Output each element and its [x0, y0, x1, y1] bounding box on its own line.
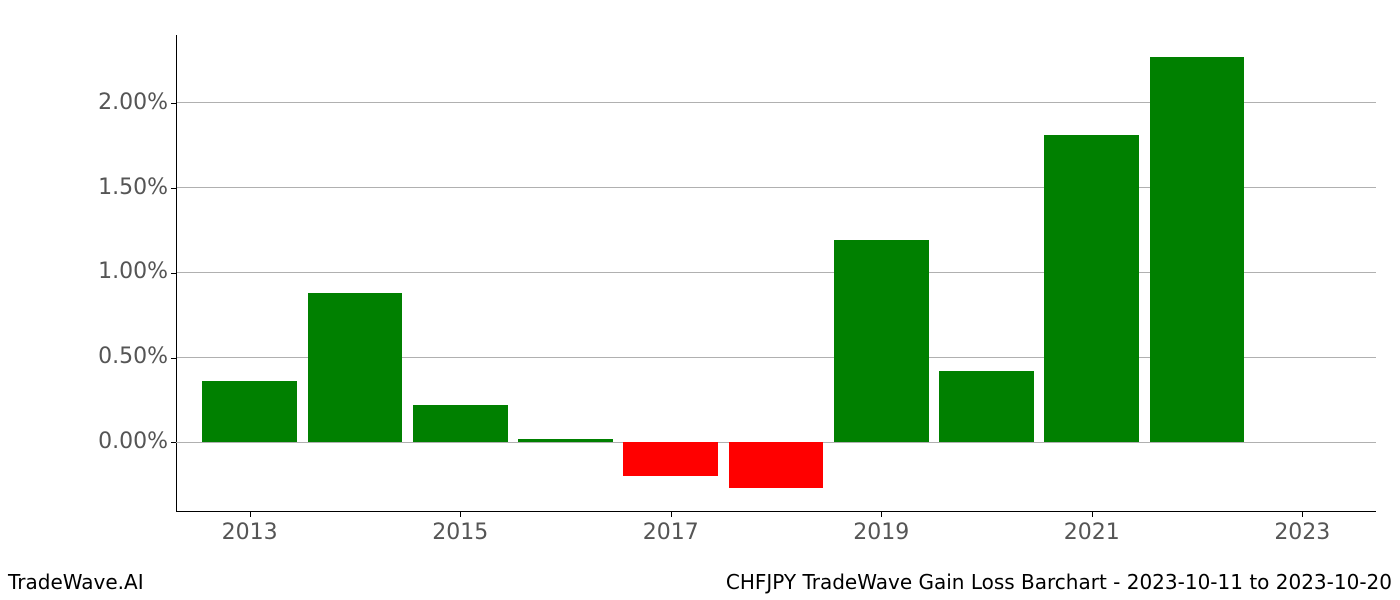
plot-area [176, 35, 1376, 512]
bar [834, 240, 929, 442]
y-tick-mark [171, 188, 176, 189]
figure: TradeWave.AI CHFJPY TradeWave Gain Loss … [0, 0, 1400, 600]
y-tick-mark [171, 358, 176, 359]
bar [1044, 135, 1139, 442]
y-tick-label: 2.00% [78, 90, 168, 115]
y-tick-label: 1.50% [78, 175, 168, 200]
y-tick-label: 0.50% [78, 344, 168, 369]
footer-left-label: TradeWave.AI [8, 570, 144, 594]
y-tick-label: 1.00% [78, 259, 168, 284]
x-axis-spine [176, 511, 1376, 512]
y-tick-label: 0.00% [78, 429, 168, 454]
x-tick-mark [1302, 512, 1303, 517]
x-tick-label: 2013 [222, 520, 278, 545]
x-tick-mark [881, 512, 882, 517]
bar [729, 442, 824, 488]
x-tick-label: 2017 [643, 520, 699, 545]
bar [939, 371, 1034, 442]
bar [518, 439, 613, 442]
x-tick-mark [250, 512, 251, 517]
x-tick-label: 2015 [432, 520, 488, 545]
x-tick-mark [1092, 512, 1093, 517]
y-axis-spine [176, 35, 177, 512]
x-tick-label: 2023 [1274, 520, 1330, 545]
x-tick-mark [671, 512, 672, 517]
bar [623, 442, 718, 476]
y-tick-mark [171, 442, 176, 443]
bar [413, 405, 508, 442]
x-tick-label: 2021 [1064, 520, 1120, 545]
y-tick-mark [171, 103, 176, 104]
bar [308, 293, 403, 442]
x-tick-mark [460, 512, 461, 517]
bar [1150, 57, 1245, 442]
y-tick-mark [171, 273, 176, 274]
bar [202, 381, 297, 442]
x-tick-label: 2019 [853, 520, 909, 545]
footer-right-label: CHFJPY TradeWave Gain Loss Barchart - 20… [726, 570, 1392, 594]
